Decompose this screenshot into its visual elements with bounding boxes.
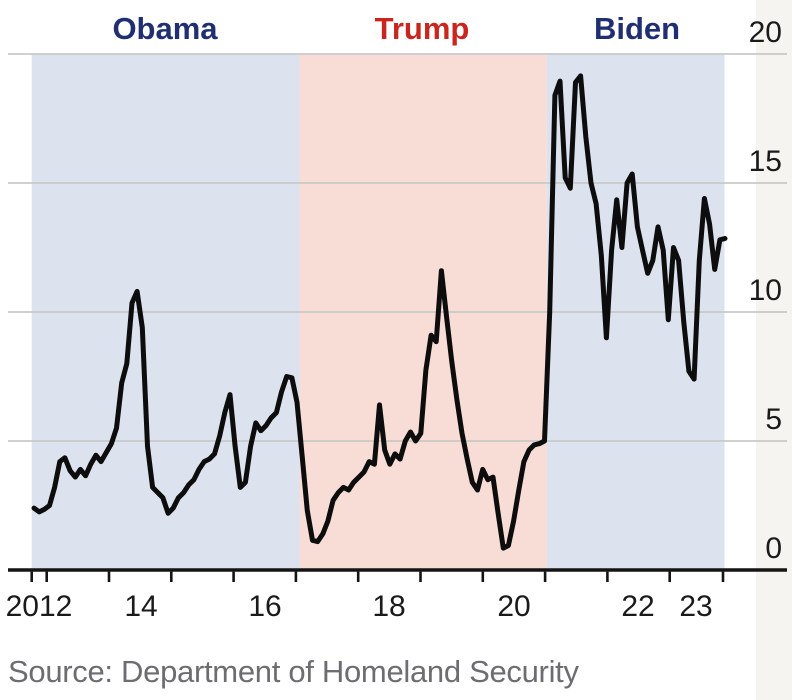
y-axis-label-10: 10 bbox=[748, 274, 782, 307]
x-axis-label-18: 18 bbox=[372, 590, 406, 623]
x-axis-label-20: 20 bbox=[497, 590, 531, 623]
y-axis-label-5: 5 bbox=[765, 403, 782, 436]
right-edge-band bbox=[756, 0, 792, 700]
x-axis-label-14: 14 bbox=[124, 590, 158, 623]
data-line bbox=[31, 73, 728, 551]
era-label-biden: Biden bbox=[593, 11, 681, 46]
y-axis-label-0: 0 bbox=[765, 532, 782, 565]
x-axis-label-2012: 2012 bbox=[5, 590, 73, 623]
source-note: Source: Department of Homeland Security bbox=[8, 654, 579, 689]
x-axis-label-16: 16 bbox=[248, 590, 282, 623]
y-axis-label-15: 15 bbox=[748, 145, 782, 178]
y-axis-label-20: 20 bbox=[748, 16, 782, 49]
era-label-trump: Trump bbox=[374, 11, 470, 46]
x-axis-label-23: 23 bbox=[679, 590, 713, 623]
era-label-obama: Obama bbox=[112, 11, 218, 46]
x-axis-label-22: 22 bbox=[621, 590, 655, 623]
